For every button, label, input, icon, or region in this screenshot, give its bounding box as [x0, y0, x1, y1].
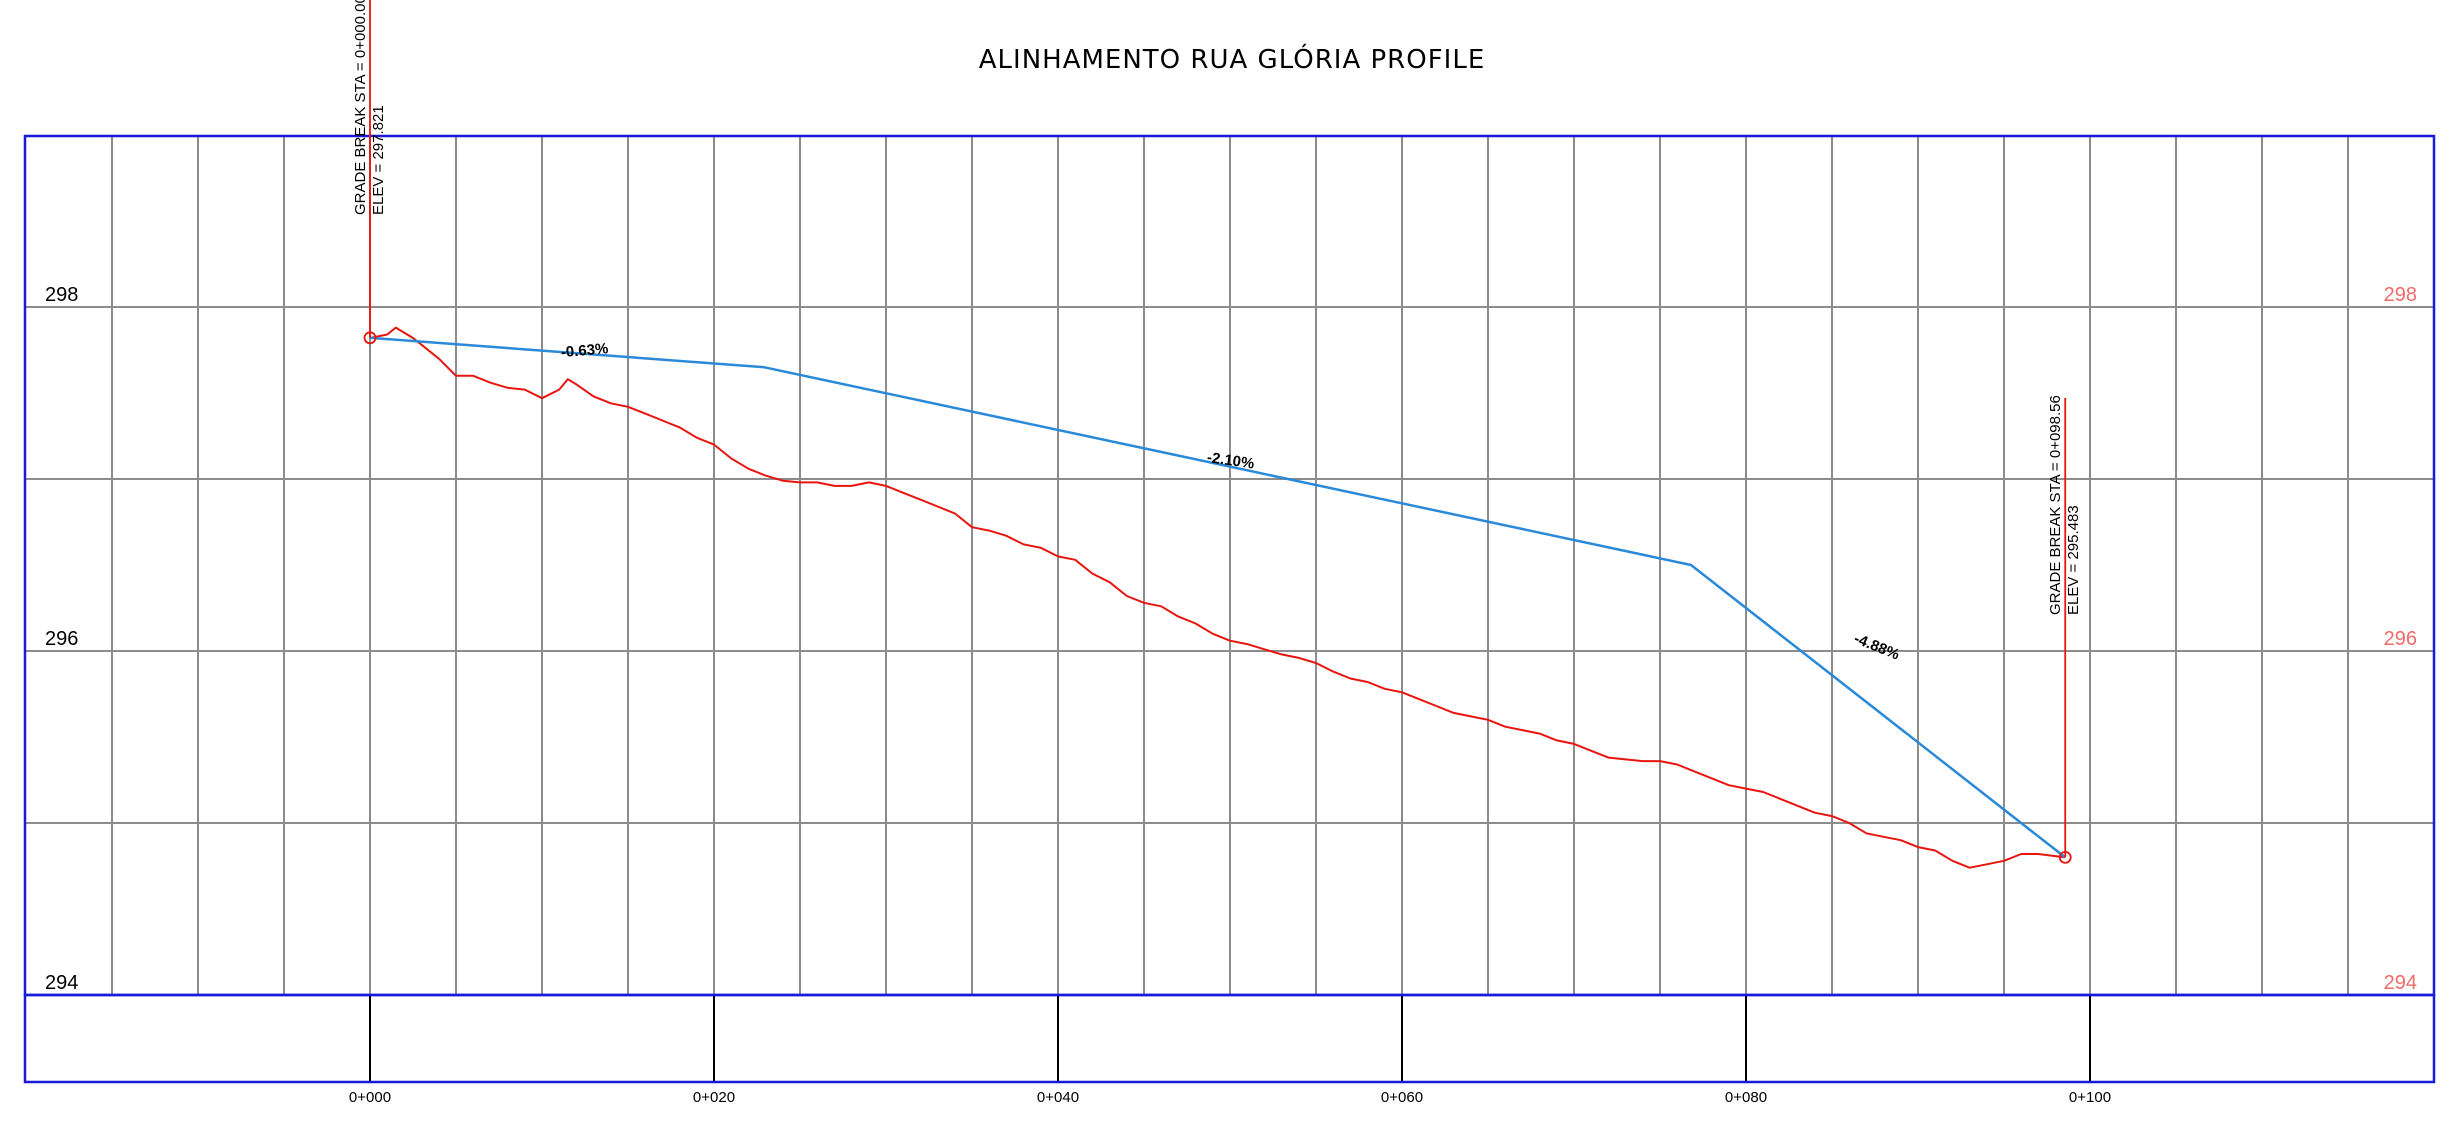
y-tick-label-left: 296: [45, 628, 78, 650]
grade-break-marker: [2058, 851, 2072, 864]
grade-break-elevation-label: ELEV = 297.821: [370, 105, 387, 215]
station-band: [369, 995, 2091, 1082]
y-tick-label-left: 294: [45, 972, 78, 994]
grade-break-marker: [363, 331, 377, 345]
chart-labels: GRADE BREAK STA = 0+000.00 ELEV = 297.821…: [45, 0, 2417, 1106]
grade-percent-label: -4.88%: [1851, 630, 1901, 664]
design-grade-line: [369, 336, 2066, 859]
grade-break-elevation-label: ELEV = 295.483: [2065, 505, 2082, 615]
x-tick-label: 0+060: [1381, 1089, 1423, 1106]
x-tick-label: 0+100: [2069, 1089, 2111, 1106]
chart-frame: [23, 134, 2436, 1084]
grade-break-station-label: GRADE BREAK STA = 0+000.00: [352, 0, 369, 215]
y-tick-label-right: 298: [2384, 284, 2417, 306]
grade-percent-label: -2.10%: [1206, 449, 1255, 472]
x-tick-label: 0+040: [1037, 1089, 1079, 1106]
profile-series: [369, 326, 2066, 869]
grid: [25, 136, 2434, 995]
band-frame: [23, 993, 2436, 1084]
grade-break-station-label: GRADE BREAK STA = 0+098.56: [2047, 395, 2064, 615]
chart-title: ALINHAMENTO RUA GLÓRIA PROFILE: [979, 43, 1486, 75]
existing-ground-line: [369, 326, 2066, 869]
x-tick-label: 0+080: [1725, 1089, 1767, 1106]
x-tick-label: 0+020: [693, 1089, 735, 1106]
y-tick-label-left: 298: [45, 284, 78, 306]
grade-break-markers: [363, 0, 2072, 864]
x-tick-label: 0+000: [349, 1089, 391, 1106]
grade-percent-label: -0.63%: [560, 340, 609, 361]
y-tick-label-right: 296: [2384, 628, 2417, 650]
y-tick-label-right: 294: [2384, 972, 2417, 994]
